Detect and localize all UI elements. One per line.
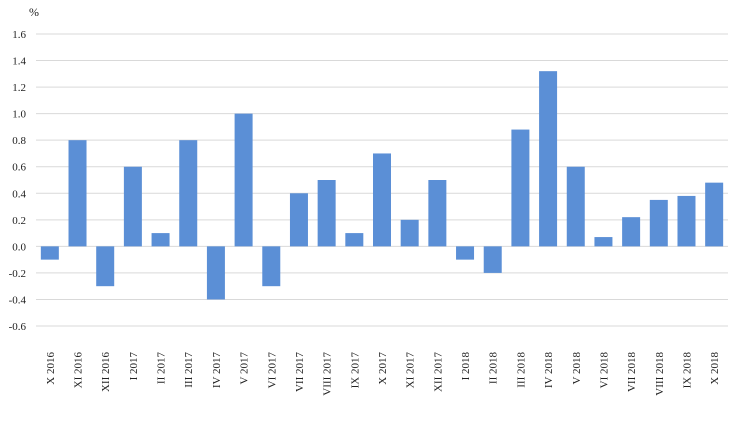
bar — [373, 153, 391, 247]
bar — [566, 166, 585, 247]
bar — [456, 246, 475, 260]
bar — [96, 246, 115, 287]
x-category-label: XII 2016 — [100, 352, 112, 393]
x-category-label: VII 2018 — [626, 352, 638, 393]
bar — [68, 140, 87, 247]
bar — [206, 246, 225, 300]
y-tick-label: 0.0 — [12, 241, 26, 253]
x-category-label: X 2018 — [709, 352, 721, 385]
x-category-label: IV 2017 — [211, 352, 223, 389]
x-category-label: II 2018 — [488, 352, 500, 385]
x-category-label: VI 2018 — [598, 352, 610, 389]
y-tick-label: 0.8 — [12, 135, 26, 147]
bar — [649, 199, 668, 247]
bar — [622, 217, 641, 247]
bar — [317, 180, 336, 247]
bar — [677, 195, 696, 247]
y-tick-label: 1.0 — [12, 109, 26, 121]
x-category-label: IV 2018 — [543, 352, 555, 389]
y-tick-label: 0.2 — [12, 215, 26, 227]
bar — [539, 71, 558, 247]
x-category-label: V 2017 — [239, 352, 251, 385]
bar — [705, 182, 724, 247]
bar — [262, 246, 281, 287]
x-axis-labels: X 2016 XI 2016 XII 2016 I 2017 II 2017 III 20… — [45, 352, 721, 396]
x-category-label: XI 2017 — [405, 352, 417, 389]
y-tick-label: 1.4 — [12, 56, 26, 68]
x-category-label: IX 2018 — [681, 352, 693, 389]
x-category-label: III 2017 — [183, 352, 195, 388]
x-category-label: X 2017 — [377, 352, 389, 385]
y-axis-ticks: 1.6 1.4 1.2 1.0 0.8 0.6 0.4 0.2 0.0 -0.2 -0.4 -0.6 — [9, 29, 27, 333]
bar — [151, 233, 170, 247]
bar — [40, 246, 59, 260]
y-unit-label: % — [29, 5, 39, 19]
x-category-label: I 2018 — [460, 352, 472, 381]
x-category-label: VII 2017 — [294, 352, 306, 393]
bar — [123, 166, 142, 247]
x-category-label: III 2018 — [515, 352, 527, 388]
bar — [400, 219, 419, 247]
x-category-label: VIII 2017 — [322, 352, 334, 396]
bar — [289, 193, 308, 247]
x-category-label: II 2017 — [156, 352, 168, 385]
y-tick-label: 0.4 — [12, 188, 26, 200]
y-tick-label: -0.4 — [9, 294, 27, 306]
y-tick-label: 1.2 — [12, 82, 26, 94]
x-category-label: I 2017 — [128, 352, 140, 381]
bar — [428, 180, 447, 247]
y-tick-label: 0.6 — [12, 162, 26, 174]
x-category-label: X 2016 — [45, 352, 57, 385]
x-category-label: V 2018 — [571, 352, 583, 385]
bar — [345, 233, 364, 247]
bar — [511, 129, 530, 247]
bar — [594, 237, 613, 247]
bar — [234, 113, 253, 247]
x-category-label: VI 2017 — [266, 352, 278, 389]
bar — [483, 246, 502, 273]
x-category-label: VIII 2018 — [654, 352, 666, 396]
x-category-label: IX 2017 — [349, 352, 361, 389]
y-tick-label: 1.6 — [12, 29, 26, 41]
x-category-label: XI 2016 — [73, 352, 85, 389]
y-tick-label: -0.6 — [9, 321, 27, 333]
x-category-label: XII 2017 — [432, 352, 444, 393]
y-tick-label: -0.2 — [9, 268, 26, 280]
bars — [40, 71, 724, 300]
bar — [179, 140, 198, 247]
